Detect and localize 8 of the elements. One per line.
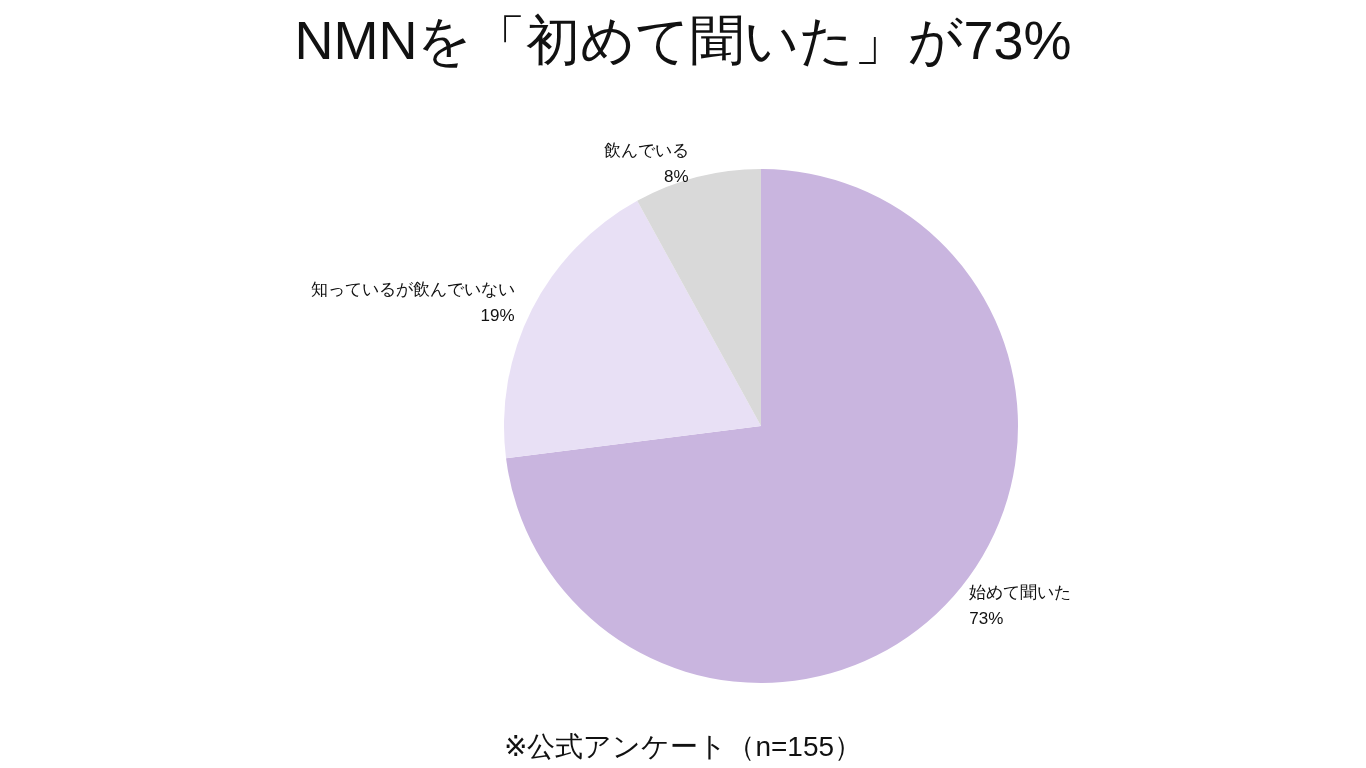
slice-label: 知っているが飲んでいない [310,280,515,300]
slice-label: 始めて聞いた [969,582,1072,602]
data-label: 73% [969,608,1004,628]
text: ※公式アンケート（n=155） [503,730,863,762]
slice-label: 飲んでいる [603,141,689,161]
data-label: 8% [664,167,689,187]
data-label: 19% [480,306,515,326]
chart-title: NMNを「初めて聞いた」が73% [294,10,1072,70]
